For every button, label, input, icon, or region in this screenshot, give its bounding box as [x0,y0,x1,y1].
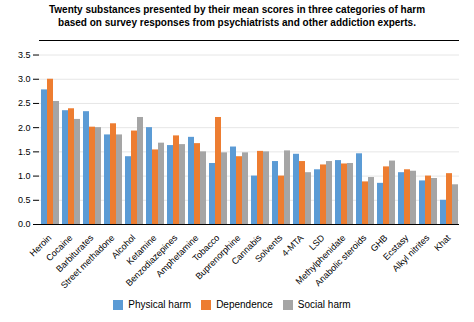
svg-text:Solvents: Solvents [253,232,285,264]
svg-text:Ecstasy: Ecstasy [381,232,411,263]
svg-text:Amphetamine: Amphetamine [154,232,201,279]
svg-text:4-MTA: 4-MTA [280,233,306,259]
html-text:Twenty substances presented by: Twenty substances presented by their mea… [49,4,425,28]
svg-text:2.0: 2.0 [18,123,31,133]
svg-text:Cannabis: Cannabis [229,232,264,267]
svg-text:0.0: 0.0 [18,219,31,229]
html-text:Social harm: Social harm [297,299,351,310]
svg-text:GHB: GHB [368,232,390,254]
svg-text:Barbiturates: Barbiturates [54,232,96,275]
svg-text:Khat: Khat [432,232,453,253]
svg-text:Alcohol: Alcohol [109,232,138,261]
svg-text:1.5: 1.5 [18,147,31,157]
svg-text:Buprenorphine: Buprenorphine [193,232,243,282]
svg-text:Cocaine: Cocaine [44,232,75,264]
svg-text:3.5: 3.5 [18,50,31,60]
svg-text:Alkyl nitrites: Alkyl nitrites [390,232,431,273]
svg-text:Street methadone: Street methadone [59,233,117,288]
svg-text:Anabolic steroids: Anabolic steroids [313,232,369,288]
svg-text:LSD: LSD [307,232,327,253]
svg-text:1.0: 1.0 [18,171,31,181]
html-text:Physical harm: Physical harm [128,299,192,310]
svg-text:Tobacco: Tobacco [190,232,222,264]
svg-text:3.0: 3.0 [18,74,31,84]
svg-text:Ketamine: Ketamine [124,232,159,267]
svg-text:0.5: 0.5 [18,195,31,205]
html-text:Dependence: Dependence [216,299,273,310]
svg-text:Methylphenidate: Methylphenidate [293,232,348,287]
svg-text:2.5: 2.5 [18,98,31,108]
svg-text:Heroin: Heroin [27,232,54,259]
